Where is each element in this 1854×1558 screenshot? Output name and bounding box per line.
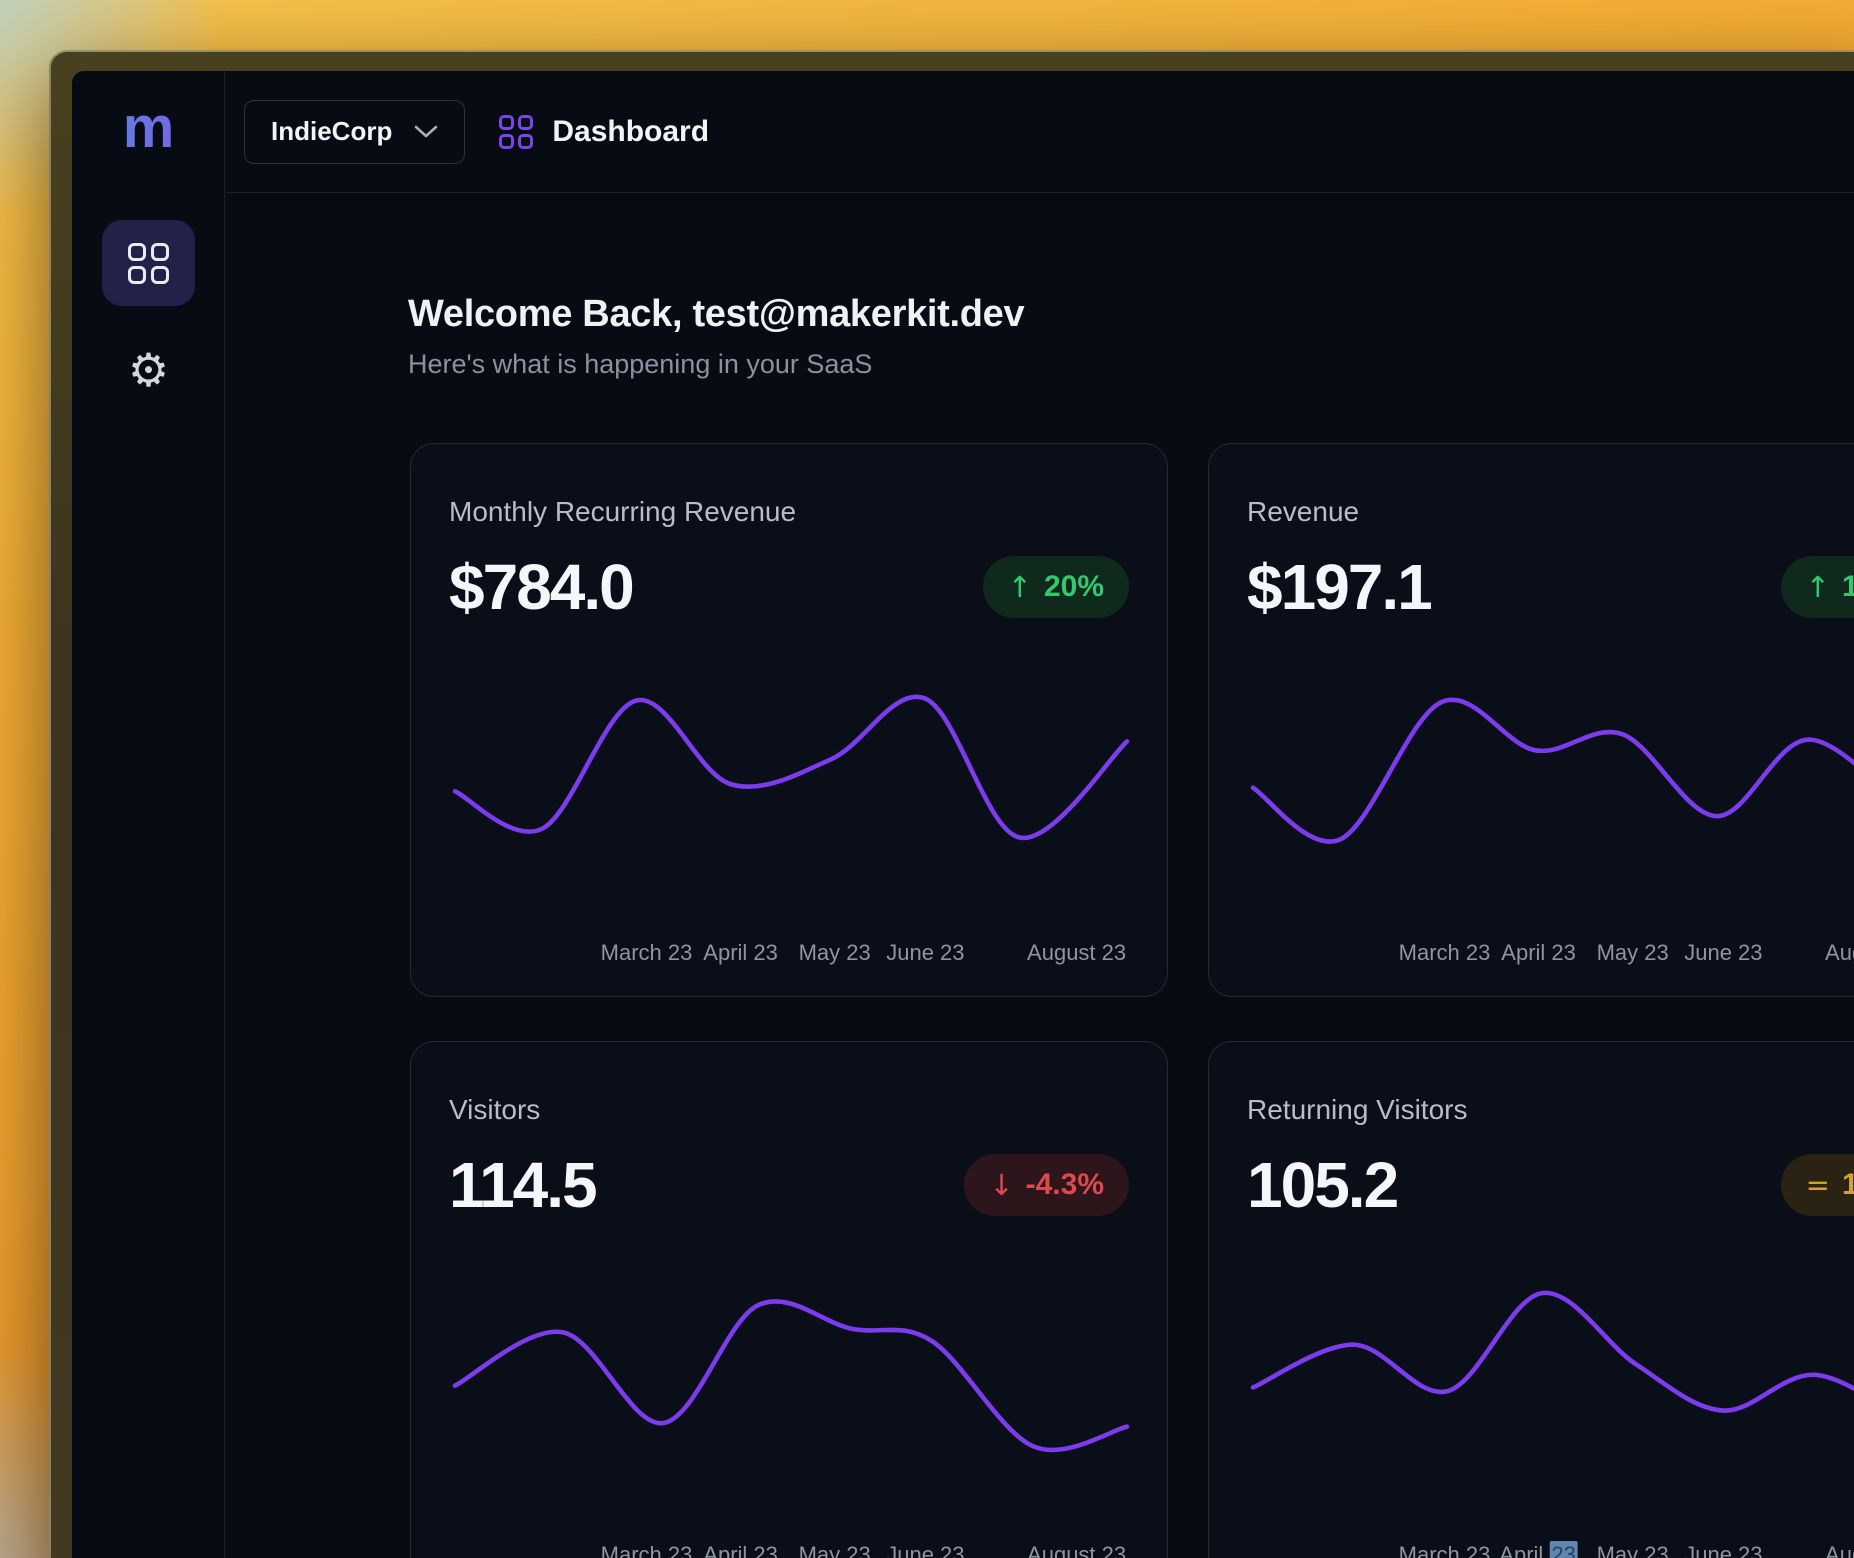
axis-tick-label: April 23 [1499,1541,1578,1558]
app-window-content: m ⚙ IndieCorp Dashboard [72,71,1854,1558]
welcome-heading: Welcome Back, test@makerkit.dev [408,293,1025,335]
axis-tick-label: March 23 [1398,1542,1491,1558]
axis-tick-label: June 23 [1684,1542,1763,1558]
welcome-section: Welcome Back, test@makerkit.dev Here's w… [408,293,1025,380]
axis-tick-label: March 23 [600,940,693,965]
axis-tick-label: March 23 [1398,940,1491,965]
x-axis: March 23 April 23 May 23 June 23 August 23 [1253,940,1854,966]
sidebar-item-settings[interactable]: ⚙ [102,327,195,413]
trend-label: 12% [1842,570,1854,604]
trend-down-icon: ↓ [989,1168,1014,1202]
welcome-subtitle: Here's what is happening in your SaaS [408,349,873,379]
organization-selector-button[interactable]: IndieCorp [244,99,466,164]
trend-label: 10% [1842,1168,1854,1202]
axis-tick-label: May 23 [798,940,871,965]
organization-name: IndieCorp [271,116,393,146]
card-returning-visitors: Returning Visitors 105.2 = 10% March 23 A… [1208,1041,1854,1558]
selected-text: 23 [1549,1541,1578,1558]
app-window: m ⚙ IndieCorp Dashboard [49,50,1854,1558]
trend-badge: ↑ 12% [1780,556,1854,618]
axis-tick-label: August 23 [1825,940,1854,965]
trend-badge: = 10% [1780,1154,1854,1216]
metrics-grid: Monthly Recurring Revenue $784.0 ↑ 20% M… [410,443,1854,1558]
trend-flat-icon: = [1805,1168,1830,1202]
axis-tick-label: April 23 [1501,940,1576,965]
axis-tick-label: August 23 [1027,1542,1127,1558]
card-title: Monthly Recurring Revenue [449,496,797,527]
axis-tick-label: March 23 [600,1542,693,1558]
makerkit-logo: m [72,99,225,157]
x-axis: March 23 April 23 May 23 June 23 August 23 [455,940,1127,966]
axis-tick-label: April 23 [703,940,778,965]
trend-up-icon: ↑ [1007,570,1032,604]
metric-value: 105.2 [1247,1149,1399,1221]
x-axis: March 23 April 23 May 23 June 23 August 23 [455,1542,1127,1558]
line-chart [455,688,1127,866]
trend-label: 20% [1043,570,1104,603]
dashboard-grid-icon [499,114,534,149]
settings-gear-icon: ⚙ [127,343,170,397]
axis-tick-label: May 23 [1596,1542,1669,1558]
dashboard-grid-icon [128,242,169,284]
axis-tick-label: August 23 [1027,940,1127,965]
trend-badge: ↓ -4.3% [964,1154,1129,1216]
axis-tick-label: June 23 [886,940,965,965]
trend-badge: ↑ 20% [982,556,1129,618]
axis-tick-label: May 23 [1596,940,1669,965]
trend-up-icon: ↑ [1805,570,1830,604]
sidebar: m ⚙ [72,71,225,1558]
metric-value: $784.0 [449,551,635,623]
card-monthly-recurring-revenue: Monthly Recurring Revenue $784.0 ↑ 20% M… [410,443,1168,997]
axis-tick-label: April 23 [703,1542,778,1558]
chevron-down-icon [415,125,438,137]
x-axis: March 23 April 23 May 23 June 23 August 23 [1253,1541,1854,1558]
card-title: Returning Visitors [1247,1094,1468,1125]
axis-tick-label: June 23 [886,1542,965,1558]
card-visitors: Visitors 114.5 ↓ -4.3% March 23 April 23 M… [410,1041,1168,1558]
metric-value: 114.5 [449,1149,598,1221]
breadcrumb: Dashboard [499,114,710,149]
line-chart [455,1286,1127,1464]
line-chart [1253,688,1854,866]
line-chart [1253,1286,1854,1464]
metric-value: $197.1 [1247,551,1433,623]
card-title: Revenue [1247,496,1360,527]
card-revenue: Revenue $197.1 ↑ 12% March 23 April 23 May… [1208,443,1854,997]
axis-tick-label: August 23 [1825,1542,1854,1558]
trend-label: -4.3% [1025,1168,1104,1201]
sidebar-item-dashboard[interactable] [102,220,195,306]
card-title: Visitors [449,1094,541,1125]
axis-tick-label: May 23 [798,1542,871,1558]
axis-tick-label: June 23 [1684,940,1763,965]
top-header: IndieCorp Dashboard [226,71,1854,193]
page-title: Dashboard [552,114,710,148]
